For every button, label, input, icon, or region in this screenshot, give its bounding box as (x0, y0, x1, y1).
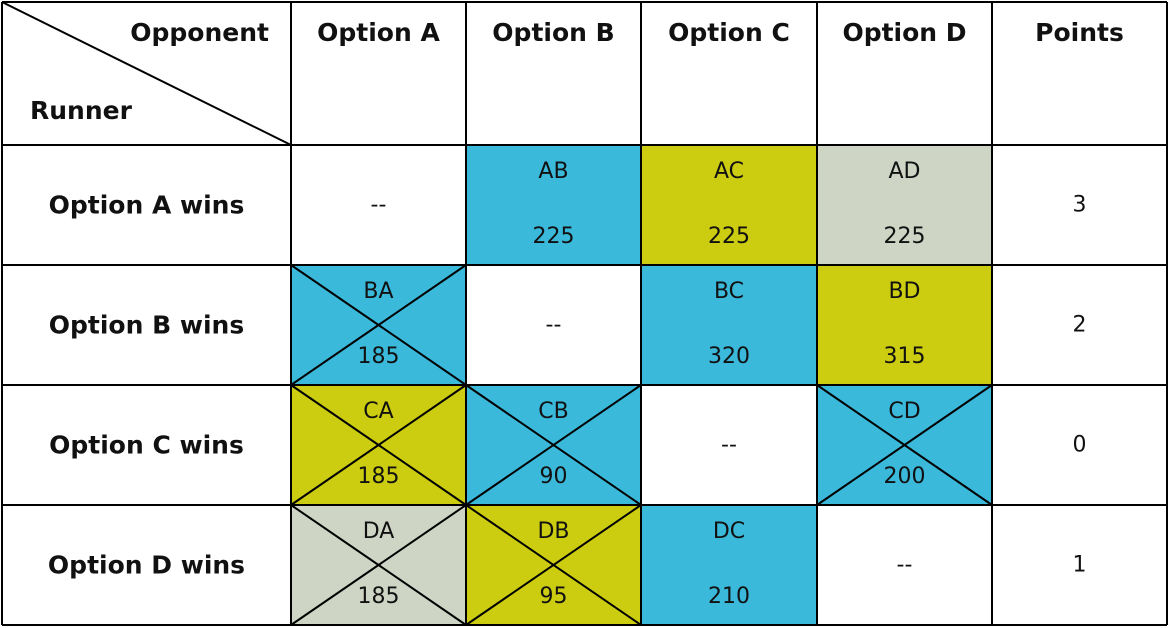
matchup-cell-da: DA 185 (291, 505, 466, 625)
column-header-label: Option D (842, 18, 967, 47)
matchup-value: 185 (357, 584, 400, 609)
row-header-1: Option A wins (2, 145, 291, 265)
empty-marker: -- (896, 552, 913, 578)
matchup-value: 320 (708, 344, 750, 369)
column-header-4: Option D (817, 2, 992, 145)
column-header-1: Option A (291, 2, 466, 145)
matchup-code: AC (713, 159, 745, 184)
matchup-value: 185 (357, 464, 400, 489)
matchup-value: 95 (539, 584, 568, 609)
row-label: Option B wins (48, 310, 245, 340)
points-value: 1 (1072, 552, 1087, 578)
matchup-value: 200 (883, 464, 926, 489)
matchup-cell-db: DB 95 (466, 505, 641, 625)
runner-label: Runner (30, 96, 132, 125)
points-cell: 1 (992, 505, 1167, 625)
matchup-cell-ac: AC 225 (641, 145, 817, 265)
diagonal-empty-cell: -- (291, 145, 466, 265)
matchup-cell-cd: CD 200 (817, 385, 992, 505)
points-cell: 2 (992, 265, 1167, 385)
opponent-label: Opponent (130, 18, 269, 47)
row-header-2: Option B wins (2, 265, 291, 385)
matchup-code: CA (363, 399, 394, 424)
matchup-value: 210 (708, 584, 750, 609)
matchup-code: DA (362, 519, 395, 544)
row-label: Option C wins (49, 430, 244, 460)
diagonal-empty-cell: -- (466, 265, 641, 385)
matchup-cell-dc: DC 210 (641, 505, 817, 625)
points-cell: 3 (992, 145, 1167, 265)
points-cell: 0 (992, 385, 1167, 505)
matchup-code: BA (363, 279, 394, 304)
row-label: Option A wins (48, 190, 245, 220)
matchup-value: 315 (883, 344, 926, 369)
column-header-3: Option C (641, 2, 817, 145)
matchup-code: DC (712, 519, 746, 544)
points-value: 0 (1072, 432, 1087, 458)
column-header-5: Points (992, 2, 1167, 145)
empty-marker: -- (545, 312, 562, 338)
matchup-cell-ab: AB 225 (466, 145, 641, 265)
points-value: 2 (1072, 312, 1087, 338)
matchup-value: 225 (883, 224, 926, 249)
row-header-4: Option D wins (2, 505, 291, 625)
column-header-label: Points (1035, 18, 1124, 47)
matchup-code: AB (538, 159, 569, 184)
matchup-code: DB (537, 519, 570, 544)
matchup-cell-bc: BC 320 (641, 265, 817, 385)
matchup-code: CD (888, 399, 921, 424)
matchup-cell-ba: BA 185 (291, 265, 466, 385)
matchup-cell-ad: AD 225 (817, 145, 992, 265)
matchup-value: 225 (708, 224, 750, 249)
matchup-cell-ca: CA 185 (291, 385, 466, 505)
column-header-label: Option C (668, 18, 790, 47)
matchup-cell-bd: BD 315 (817, 265, 992, 385)
matchup-code: BD (888, 279, 921, 304)
diagonal-empty-cell: -- (817, 505, 992, 625)
column-header-label: Option B (492, 18, 615, 47)
row-label: Option D wins (47, 550, 246, 580)
matchup-value: 90 (539, 464, 568, 489)
matchup-cell-cb: CB 90 (466, 385, 641, 505)
points-value: 3 (1072, 192, 1087, 218)
row-header-3: Option C wins (2, 385, 291, 505)
matchup-code: BC (713, 279, 745, 304)
column-header-2: Option B (466, 2, 641, 145)
matchup-value: 225 (532, 224, 575, 249)
empty-marker: -- (370, 192, 387, 218)
matchup-code: AD (888, 159, 921, 184)
corner-header-cell: Opponent Runner (2, 2, 291, 145)
column-header-label: Option A (317, 18, 440, 47)
matchup-value: 185 (357, 344, 400, 369)
matchup-code: CB (538, 399, 569, 424)
diagonal-empty-cell: -- (641, 385, 817, 505)
empty-marker: -- (721, 432, 737, 458)
